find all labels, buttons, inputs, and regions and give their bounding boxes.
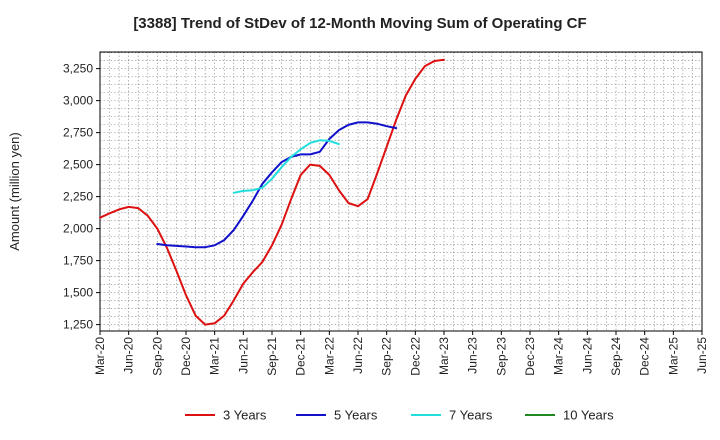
x-tick-label: Jun-24: [580, 337, 594, 374]
y-tick-label: 2,500: [63, 158, 93, 172]
y-axis-label: Amount (million yen): [7, 132, 22, 251]
x-tick-label: Mar-21: [208, 337, 222, 375]
y-tick-label: 3,000: [63, 94, 93, 108]
x-tick-label: Mar-23: [437, 337, 451, 375]
x-tick-label: Dec-24: [638, 337, 652, 376]
x-tick-label: Sep-24: [609, 337, 623, 376]
y-tick-label: 2,000: [63, 222, 93, 236]
y-tick-label: 1,500: [63, 286, 93, 300]
y-tick-label: 3,250: [63, 62, 93, 76]
x-tick-label: Dec-23: [523, 337, 537, 376]
legend-label-10-years: 10 Years: [563, 408, 614, 423]
y-tick-label: 1,750: [63, 254, 93, 268]
x-tick-label: Jun-25: [695, 337, 709, 374]
x-tick-label: Dec-22: [408, 337, 422, 376]
x-tick-label: Jun-22: [351, 337, 365, 374]
legend-label-7-years: 7 Years: [449, 408, 493, 423]
x-tick-label: Mar-22: [322, 337, 336, 375]
legend-label-3-years: 3 Years: [223, 408, 267, 423]
series-layer: [99, 58, 445, 326]
x-tick-label: Jun-21: [236, 337, 250, 374]
x-tick-label: Jun-20: [122, 337, 136, 374]
plot-frame: [99, 51, 703, 332]
x-tick-label: Mar-24: [552, 337, 566, 375]
y-tick-label: 1,250: [63, 318, 93, 332]
x-tick-label: Mar-20: [93, 337, 107, 375]
x-axis-ticks: Mar-20 Jun-20 Sep-20 Dec-20 Mar-21 Jun-21 Sep-…: [93, 331, 709, 376]
chart-title: [3388] Trend of StDev of 12-Month Moving…: [133, 15, 586, 32]
y-axis-ticks: 1,250 1,500 1,750 2,000 2,250 2,500 2,750 3,000…: [63, 62, 100, 332]
legend: 3 Years 5 Years 7 Years 10 Years: [185, 408, 614, 423]
y-tick-label: 2,250: [63, 190, 93, 204]
x-tick-label: Jun-23: [466, 337, 480, 374]
x-tick-label: Sep-23: [494, 337, 508, 376]
legend-label-5-years: 5 Years: [334, 408, 378, 423]
series-line-3-years: [99, 58, 445, 326]
x-tick-label: Sep-21: [265, 337, 279, 376]
y-tick-label: 2,750: [63, 126, 93, 140]
x-tick-label: Mar-25: [666, 337, 680, 375]
series-line-5-years: [156, 121, 398, 249]
x-tick-label: Sep-20: [150, 337, 164, 376]
grid: [100, 52, 702, 331]
series-line-7-years: [232, 139, 340, 194]
x-tick-label: Sep-22: [380, 337, 394, 376]
x-tick-label: Dec-21: [294, 337, 308, 376]
x-tick-label: Dec-20: [179, 337, 193, 376]
